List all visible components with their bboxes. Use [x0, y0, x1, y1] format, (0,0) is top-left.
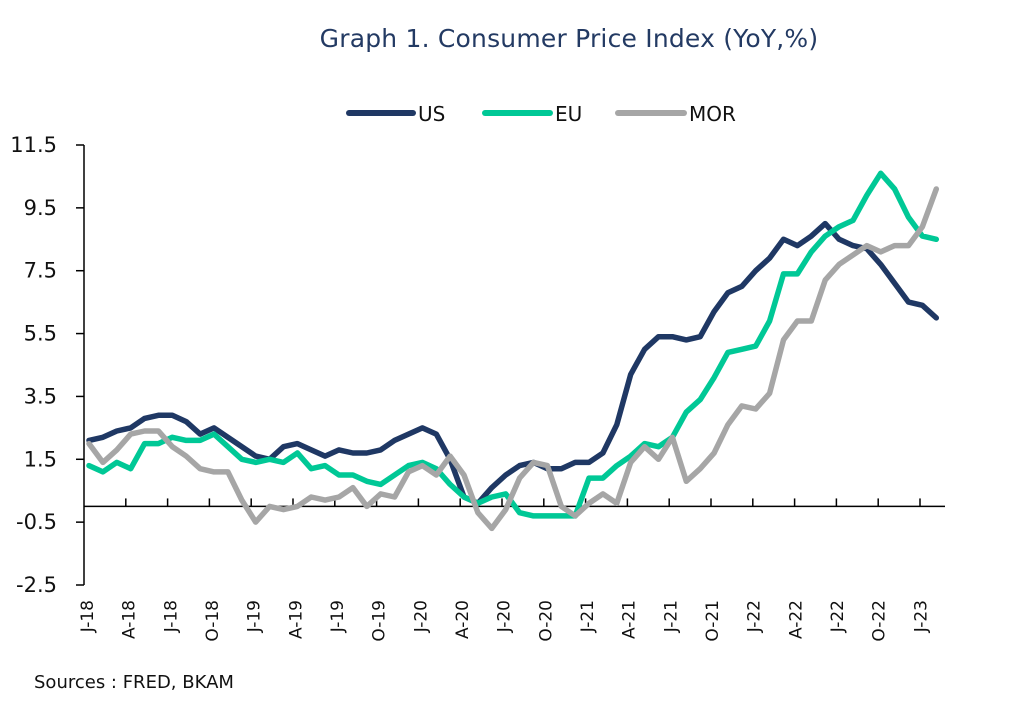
- x-axis: J-18 A-18 J-18 O-18 J-19 A-19 J-19 O-19 J-20 A-20…: [78, 498, 945, 642]
- x-tick-label: J-22: [828, 600, 848, 633]
- x-tick-label: A-19: [286, 600, 306, 639]
- y-tick-label: -2.5: [16, 573, 57, 597]
- x-tick-label: J-20: [411, 600, 431, 633]
- legend: US EU MOR: [346, 102, 736, 126]
- x-tick-label: J-20: [495, 600, 515, 633]
- x-tick-label: O-22: [870, 600, 890, 642]
- x-tick-label: A-18: [120, 600, 140, 639]
- legend-label: MOR: [689, 102, 736, 126]
- legend-item-mor: MOR: [615, 102, 736, 126]
- x-tick-label: A-22: [786, 600, 806, 639]
- x-tick-label: J-21: [661, 600, 681, 633]
- x-tick-label: J-19: [328, 600, 348, 633]
- x-tick-label: J-23: [911, 600, 931, 633]
- y-axis: 11.5 9.5 7.5 5.5 3.5 1.5 -0.5 -2.5: [10, 133, 85, 597]
- x-tick-label: A-21: [620, 600, 640, 639]
- legend-item-eu: EU: [482, 102, 582, 126]
- legend-label: EU: [555, 102, 582, 126]
- x-tick-label: J-21: [578, 600, 598, 633]
- y-tick-label: 3.5: [24, 384, 57, 408]
- y-tick-label: 9.5: [24, 196, 57, 220]
- x-tick-label: J-18: [78, 600, 98, 633]
- x-tick-label: A-20: [453, 600, 473, 639]
- y-tick-label: 7.5: [24, 259, 57, 283]
- x-tick-label: O-20: [536, 600, 556, 642]
- x-tick-label: J-18: [161, 600, 181, 633]
- x-tick-label: O-18: [203, 600, 223, 642]
- series-layer: [86, 170, 940, 532]
- y-tick-label: 1.5: [24, 447, 57, 471]
- series-line-eu: [86, 170, 940, 519]
- series-line-us: [86, 220, 940, 507]
- y-tick-label: 11.5: [10, 133, 57, 157]
- y-tick-label: -0.5: [16, 510, 57, 534]
- source-note: Sources : FRED, BKAM: [34, 672, 234, 693]
- series-line-mor: [86, 186, 940, 532]
- x-tick-label: O-19: [370, 600, 390, 642]
- x-tick-label: O-21: [703, 600, 723, 642]
- legend-item-us: US: [346, 102, 445, 126]
- y-tick-label: 5.5: [24, 322, 57, 346]
- chart-title: Graph 1. Consumer Price Index (YoY,%): [319, 24, 819, 53]
- x-tick-label: J-22: [745, 600, 765, 633]
- x-tick-label: J-19: [245, 600, 265, 633]
- legend-label: US: [418, 102, 445, 126]
